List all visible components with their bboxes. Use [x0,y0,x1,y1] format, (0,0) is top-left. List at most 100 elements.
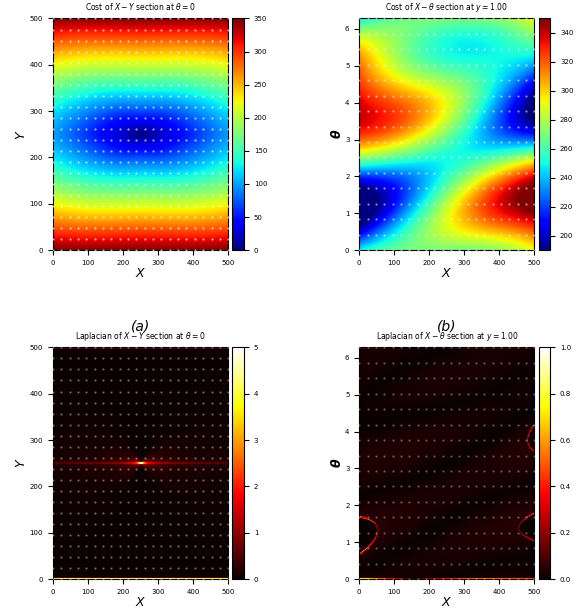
Point [132,124,141,134]
Point [115,453,125,463]
Point [173,342,183,352]
Point [74,234,83,244]
Point [530,404,539,414]
Point [223,113,233,123]
Point [371,342,380,352]
Point [430,75,439,85]
Point [190,442,199,452]
Point [388,435,397,445]
Point [157,157,166,167]
Point [182,541,191,551]
Point [199,574,208,584]
Point [140,541,149,551]
Point [463,528,472,538]
Point [472,543,481,553]
Point [115,541,125,551]
Point [56,519,66,529]
Point [140,113,149,123]
Point [82,146,91,156]
Point [480,230,489,240]
Point [82,552,91,562]
Point [48,102,58,111]
Point [82,497,91,507]
Point [379,245,389,255]
Point [379,184,389,193]
Point [530,528,539,538]
Point [140,25,149,34]
Point [388,153,397,163]
Point [65,58,74,68]
Point [123,475,133,485]
Point [215,223,225,233]
Point [48,25,58,34]
Point [106,464,116,474]
Point [371,358,380,368]
Point [123,25,133,34]
Point [65,245,74,255]
Point [190,464,199,474]
Point [371,404,380,414]
Point [430,543,439,553]
Point [455,466,464,476]
Point [455,168,464,178]
Point [56,408,66,418]
Point [165,475,175,485]
Point [371,528,380,538]
Point [355,466,364,476]
Point [405,44,414,54]
Point [199,135,208,145]
Point [98,397,108,407]
Point [90,387,99,397]
Point [463,574,472,584]
Point [199,552,208,562]
Point [123,212,133,222]
Point [199,342,208,352]
Point [82,475,91,485]
Point [140,486,149,496]
Point [115,14,125,23]
Point [505,342,514,352]
Point [388,245,397,255]
Point [438,29,447,39]
Point [48,168,58,178]
Point [421,214,430,224]
Point [190,190,199,200]
Point [215,431,225,440]
Point [190,223,199,233]
Point [215,234,225,244]
Point [182,69,191,79]
Point [182,530,191,540]
Point [56,431,66,440]
Point [165,234,175,244]
Point [115,212,125,222]
Point [396,342,406,352]
Point [455,342,464,352]
Point [396,513,406,522]
Point [74,190,83,200]
Point [90,541,99,551]
Point [48,354,58,363]
Point [522,214,531,224]
Point [430,358,439,368]
Point [463,184,472,193]
Point [438,482,447,492]
Point [140,397,149,407]
Point [148,486,158,496]
Point [165,397,175,407]
Point [190,157,199,167]
Point [132,376,141,386]
Point [446,230,456,240]
Point [106,124,116,134]
Point [56,113,66,123]
Point [396,184,406,193]
Point [446,373,456,383]
Point [530,184,539,193]
Point [173,25,183,34]
Point [123,541,133,551]
Point [355,404,364,414]
Point [82,113,91,123]
Point [56,58,66,68]
Point [355,358,364,368]
Point [446,184,456,193]
Point [157,245,166,255]
